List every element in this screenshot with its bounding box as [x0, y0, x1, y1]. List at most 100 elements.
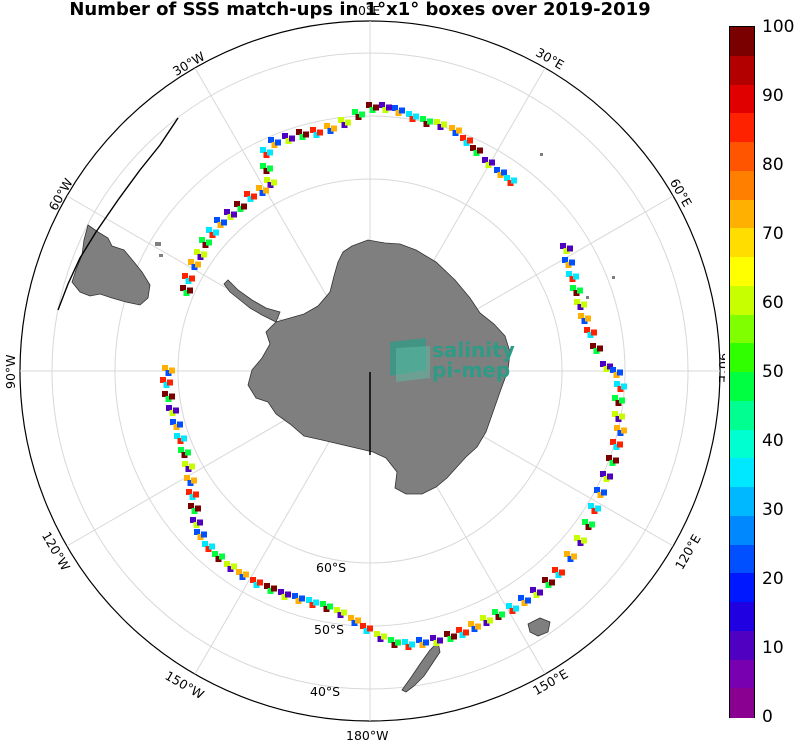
- colorbar-segment: [730, 84, 754, 114]
- matchup-box: [190, 517, 196, 523]
- colorbar-segment: [730, 458, 754, 488]
- matchup-box: [206, 239, 212, 246]
- lat-label-40s: 40°S: [310, 684, 340, 699]
- matchup-box: [569, 276, 576, 282]
- matchup-box: [275, 139, 281, 146]
- lon-label-90w: 90°W: [3, 354, 18, 389]
- matchup-box: [621, 383, 627, 390]
- matchup-box: [564, 551, 570, 557]
- matchup-box: [268, 137, 274, 143]
- matchup-box: [185, 278, 192, 284]
- matchup-box: [327, 603, 333, 610]
- matchup-box: [260, 163, 266, 169]
- colorbar-segment: [730, 113, 754, 143]
- colorbar-segment: [730, 343, 754, 373]
- matchup-box: [295, 598, 302, 604]
- matchup-box: [427, 118, 433, 125]
- matchup-box: [619, 397, 625, 404]
- colorbar-tick-label: 40: [762, 431, 784, 451]
- matchup-box: [170, 419, 176, 425]
- matchup-box: [352, 109, 358, 115]
- matchup-box: [296, 129, 302, 135]
- matchup-box: [459, 632, 466, 638]
- matchup-box: [162, 365, 168, 371]
- matchup-box: [299, 595, 305, 602]
- colorbar-segment: [730, 199, 754, 229]
- matchup-box: [567, 556, 574, 562]
- matchup-box: [285, 138, 292, 144]
- matchup-box: [612, 395, 618, 401]
- matchup-box: [306, 597, 312, 603]
- matchup-box: [437, 124, 444, 130]
- lon-label-90e: 90°E: [716, 353, 725, 383]
- matchup-box: [409, 116, 416, 122]
- matchup-box: [320, 601, 326, 607]
- antarctic-peninsula: [223, 279, 281, 323]
- matchup-box: [191, 264, 198, 270]
- matchup-box: [597, 345, 603, 352]
- colorbar-tick-label: 30: [762, 500, 784, 520]
- matchup-box: [231, 563, 237, 570]
- matchup-box: [197, 254, 204, 260]
- new-zealand-landmass: [401, 641, 441, 693]
- matchup-box: [406, 111, 412, 117]
- matchup-box: [434, 119, 440, 125]
- matchup-box: [165, 370, 172, 376]
- south-america-coast: [57, 117, 179, 311]
- colorbar-segment: [730, 257, 754, 287]
- matchup-box: [565, 262, 572, 268]
- island-shape: [612, 276, 615, 279]
- matchup-box: [169, 393, 175, 400]
- matchup-box: [521, 600, 528, 606]
- colorbar-segment: [730, 170, 754, 200]
- matchup-box: [178, 447, 184, 453]
- matchup-box: [506, 603, 512, 609]
- matchup-box: [360, 623, 366, 629]
- matchup-box: [585, 315, 591, 322]
- matchup-box: [560, 243, 566, 249]
- colorbar-segment: [730, 372, 754, 402]
- matchup-box: [582, 519, 588, 525]
- matchup-box: [193, 522, 200, 528]
- matchup-box: [231, 211, 237, 218]
- matchup-box: [187, 480, 194, 486]
- matchup-box: [267, 182, 274, 188]
- matchup-box: [549, 579, 555, 586]
- matchup-box: [577, 287, 583, 294]
- matchup-box: [601, 489, 607, 496]
- matchup-box: [310, 127, 316, 133]
- matchup-box: [256, 185, 262, 191]
- matchup-box: [581, 301, 587, 308]
- matchup-box: [237, 206, 244, 212]
- matchup-box: [219, 553, 225, 560]
- matchup-box: [409, 641, 415, 648]
- matchup-box: [619, 413, 625, 420]
- colorbar-segment: [730, 314, 754, 344]
- colorbar-segment: [730, 228, 754, 258]
- matchup-box: [591, 329, 597, 336]
- matchup-box: [563, 248, 570, 254]
- matchup-box: [609, 460, 616, 466]
- matchup-box: [419, 642, 426, 648]
- matchup-box: [513, 605, 519, 612]
- matchup-box: [317, 129, 323, 136]
- matchup-box: [530, 587, 536, 593]
- matchup-box: [552, 567, 558, 573]
- matchup-box: [197, 534, 204, 540]
- matchup-box: [267, 149, 273, 156]
- matchup-box: [402, 639, 408, 645]
- matchup-box: [497, 172, 504, 178]
- colorbar-tick-label: 70: [762, 224, 784, 244]
- matchup-box: [194, 529, 200, 535]
- matchup-box: [173, 424, 180, 430]
- matchup-box: [463, 629, 469, 636]
- matchup-box: [504, 175, 510, 181]
- matchup-box: [559, 569, 565, 576]
- matchup-box: [191, 477, 197, 484]
- matchup-box: [345, 119, 351, 126]
- matchup-box: [271, 179, 277, 186]
- matchup-box: [209, 232, 216, 238]
- matchup-box: [507, 180, 514, 186]
- matchup-box: [267, 588, 274, 594]
- matchup-box: [615, 416, 622, 422]
